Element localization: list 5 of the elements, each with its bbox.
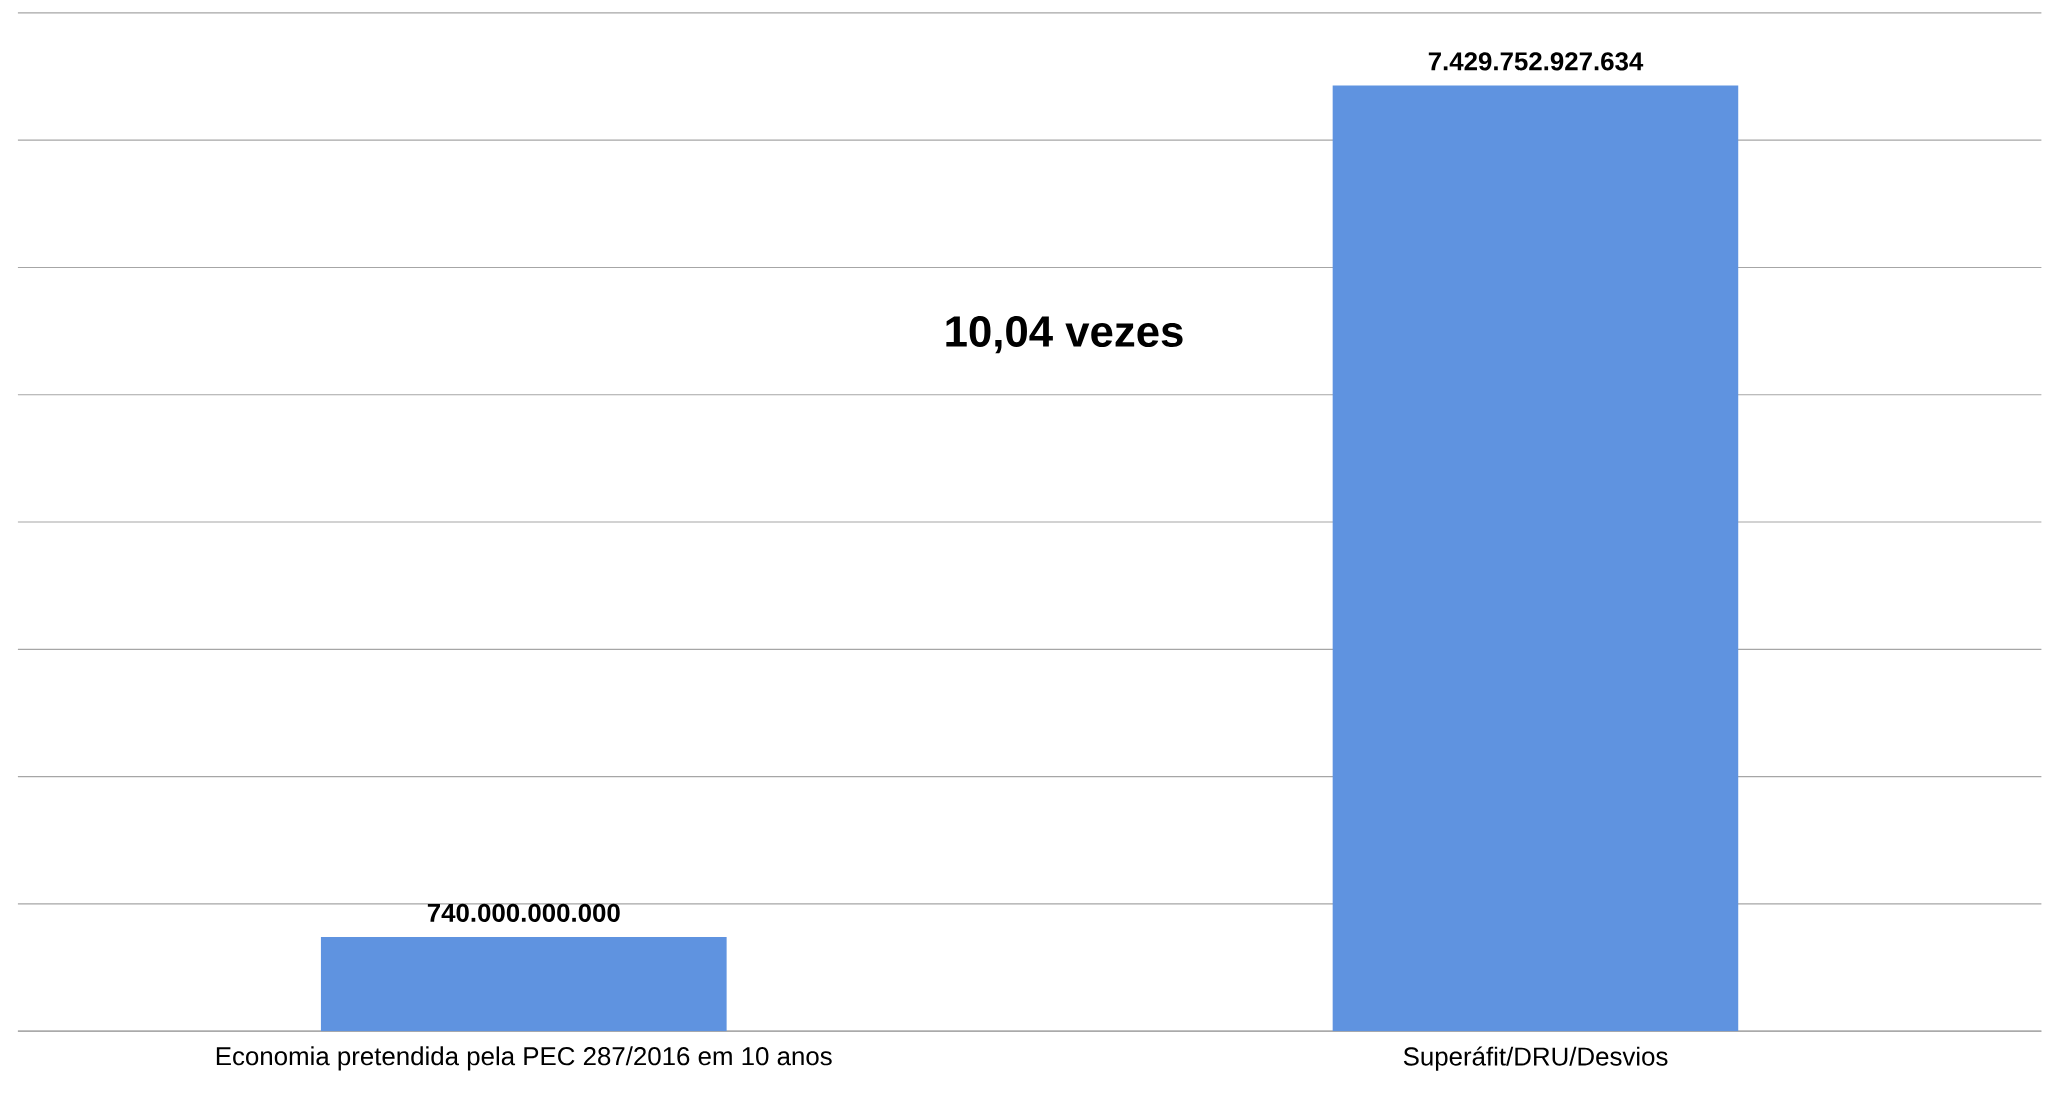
data-label: 740.000.000.000 — [427, 903, 620, 923]
data-label: 7.429.752.927.634 — [1428, 52, 1644, 71]
annotation: 10,04 vezes — [946, 316, 1183, 354]
x-tick-label: Superáfit/DRU/Desvios — [1403, 1046, 1668, 1071]
x-tick-label: Economia pretendida pela PEC 287/2016 em 10 anos — [216, 1046, 832, 1071]
